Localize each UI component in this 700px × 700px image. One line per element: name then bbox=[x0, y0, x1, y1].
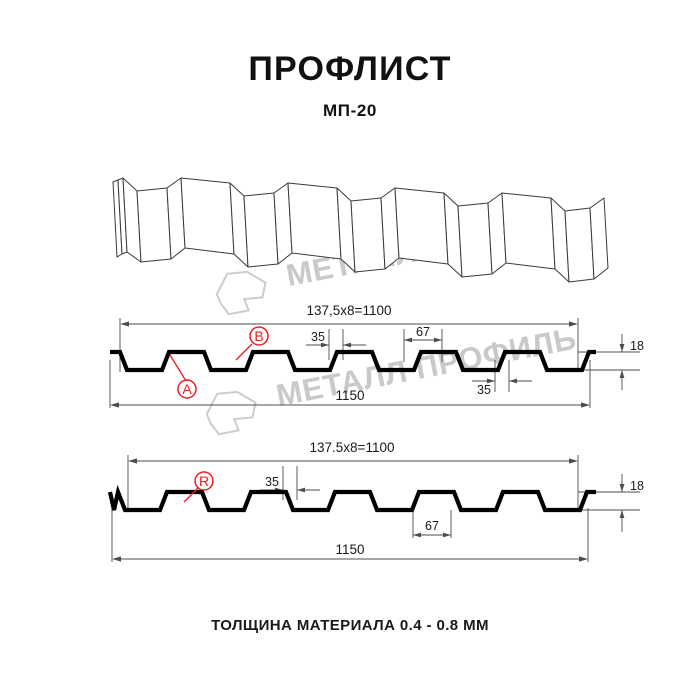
marker-r: R bbox=[183, 471, 214, 503]
arrow-head bbox=[404, 337, 412, 343]
marker-circle bbox=[177, 379, 197, 399]
arrow-head bbox=[619, 344, 625, 352]
dimension-label-top: 137.5x8=1100 bbox=[310, 440, 395, 455]
arrow-head bbox=[112, 556, 121, 562]
dimension-label-bottom: 1150 bbox=[335, 388, 364, 403]
title-block: ПРОФЛИСТ МП-20 bbox=[0, 50, 700, 121]
arrow-head bbox=[619, 370, 625, 378]
arrow-head bbox=[297, 487, 305, 493]
profile-outline-front bbox=[110, 349, 596, 373]
dimension-label-height: 18 bbox=[630, 479, 644, 493]
arrow-head bbox=[434, 337, 442, 343]
arrow-head bbox=[581, 402, 590, 408]
dimension-label-height: 18 bbox=[630, 339, 644, 353]
arrow-head bbox=[619, 484, 625, 492]
dimension-label-rib-width: 35 bbox=[311, 330, 325, 344]
dimension-label-top: 137,5x8=1100 bbox=[307, 303, 392, 318]
arrow-head bbox=[128, 458, 137, 464]
arrow-head bbox=[120, 321, 129, 327]
profile-cross-section-path bbox=[110, 349, 596, 373]
marker-label: A bbox=[182, 381, 192, 397]
marker-b: B bbox=[235, 326, 269, 361]
arrow-head bbox=[110, 402, 119, 408]
dimension-label-bottom: 1150 bbox=[335, 542, 364, 557]
dimension-lines-top bbox=[109, 318, 640, 408]
page-title: ПРОФЛИСТ bbox=[248, 50, 452, 88]
marker-circle bbox=[194, 471, 214, 491]
profile-outline-reverse bbox=[107, 484, 596, 513]
corrugation-rise bbox=[589, 197, 609, 280]
dimension-label-valley-width: 67 bbox=[425, 519, 439, 533]
arrow-head bbox=[321, 342, 329, 348]
leader-line bbox=[169, 354, 187, 382]
marker-a: A bbox=[169, 354, 197, 399]
leader-line bbox=[183, 486, 200, 503]
watermark-logo-icon bbox=[205, 390, 257, 436]
marker-label: B bbox=[254, 328, 263, 344]
marker-label: R bbox=[199, 473, 209, 489]
arrow-head bbox=[413, 532, 421, 538]
arrow-head bbox=[509, 378, 517, 384]
dimension-label-rib-width-lower: 35 bbox=[477, 383, 491, 397]
leader-line bbox=[235, 343, 253, 361]
profile-cross-section-path bbox=[107, 484, 596, 513]
dimension-label-valley-width: 67 bbox=[416, 325, 430, 339]
arrow-head bbox=[569, 321, 578, 327]
dimension-label-rib-width: 35 bbox=[265, 475, 279, 489]
arrow-head bbox=[487, 378, 495, 384]
arrow-head bbox=[343, 342, 351, 348]
material-thickness-note: ТОЛЩИНА МАТЕРИАЛА 0.4 - 0.8 ММ bbox=[211, 617, 489, 634]
arrow-head bbox=[619, 510, 625, 518]
arrow-head bbox=[569, 458, 578, 464]
product-model-label: МП-20 bbox=[323, 100, 377, 120]
watermark-logo-icon bbox=[215, 270, 267, 316]
marker-circle bbox=[249, 326, 269, 346]
arrow-head bbox=[579, 556, 588, 562]
arrow-head bbox=[443, 532, 451, 538]
profile-3d-isometric-view bbox=[112, 177, 609, 283]
